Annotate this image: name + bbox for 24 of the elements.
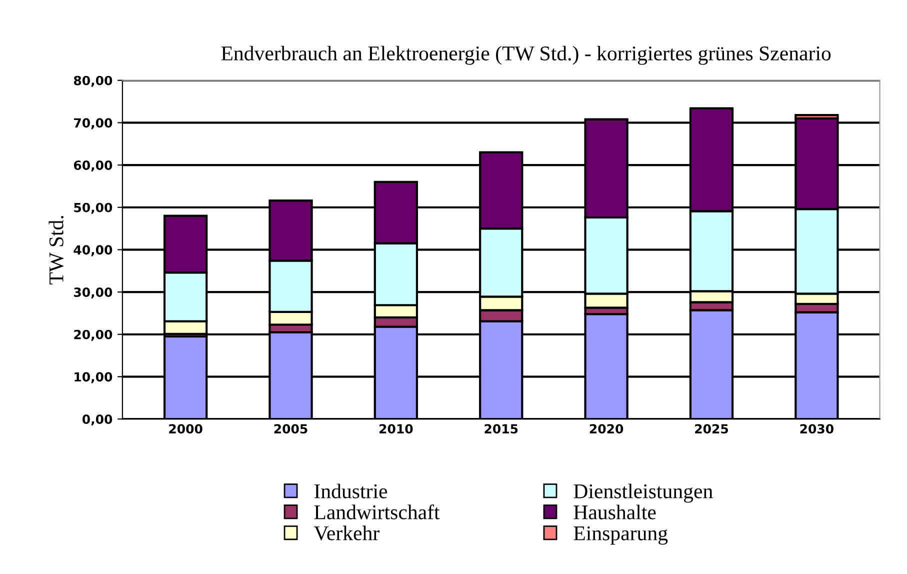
legend-label: Industrie [314, 484, 388, 498]
y-tick-label: 40,00 [74, 245, 112, 256]
y-tick-label: 20,00 [74, 330, 112, 341]
y-tick-label: 80,00 [74, 76, 112, 87]
legend-label: Dienstleistungen [574, 484, 713, 503]
y-axis-title: TW Std. [48, 216, 64, 284]
y-tick-label: 0,00 [82, 414, 112, 426]
x-tick-label: 2020 [590, 424, 624, 434]
y-tick-label: 30,00 [74, 287, 112, 299]
y-tick-label: 10,00 [74, 372, 112, 384]
x-tick-label: 2005 [274, 424, 308, 434]
legend-label: Landwirtschaft [314, 504, 440, 520]
x-tick-label: 2010 [380, 424, 413, 434]
x-tick-label: 2030 [800, 424, 834, 434]
y-tick-label: 70,00 [74, 118, 112, 130]
x-tick-label: 2000 [169, 424, 202, 434]
legend-label: Haushalte [574, 504, 656, 520]
x-tick-label: 2025 [695, 424, 728, 434]
legend-label: Verkehr [314, 526, 380, 540]
y-tick-label: 60,00 [74, 160, 112, 172]
y-tick-label: 50,00 [74, 202, 112, 214]
chart-title: Endverbrauch an Elektroenergie (TW Std.) - korrigiertes grünes Szenario [221, 46, 831, 65]
legend-label: Einsparung [574, 526, 668, 545]
x-tick-label: 2015 [484, 424, 518, 434]
